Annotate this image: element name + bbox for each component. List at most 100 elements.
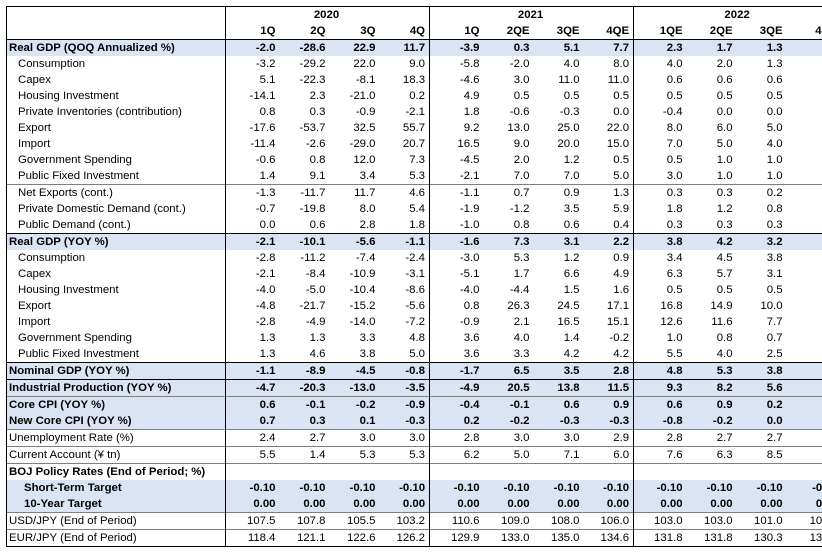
value-cell: 8.0 (583, 56, 635, 72)
value-cell: 15.1 (583, 314, 635, 330)
value-cell: 109.0 (483, 512, 534, 530)
value-cell: -1.6 (429, 233, 484, 250)
value-cell: 2.8 (633, 429, 687, 447)
value-cell: 134.6 (583, 529, 635, 547)
value-cell: 103.0 (633, 512, 687, 530)
value-cell: 10.0 (760, 299, 783, 312)
value-cell: 12.0 (353, 153, 376, 166)
row-label: EUR/JPY (End of Period) (6, 529, 226, 547)
value-cell: 0.9 (786, 330, 822, 346)
table-row: Housing Investment -4.0 -5.0 -10.4 -8.6 -4.0 -… (6, 282, 822, 298)
row-label: Housing Investment (6, 88, 226, 104)
value-cell: 2.3 (309, 89, 326, 102)
value-cell: 0.6 (786, 56, 822, 72)
value-cell: 0.00 (329, 496, 380, 513)
value-cell: 1.0 (766, 169, 783, 182)
value-cell: 20.5 (483, 379, 534, 397)
value-cell: -1.3 (225, 184, 280, 201)
row-label: Current Account (¥ tn) (6, 446, 226, 464)
value-cell: -7.2 (379, 314, 431, 330)
value-cell: -21.0 (349, 89, 376, 102)
value-cell: 0.1 (329, 413, 380, 430)
value-cell: -2.0 (225, 39, 280, 56)
value-cell: -22.3 (299, 73, 326, 86)
value-cell: 0.3 (716, 218, 733, 231)
value-cell (583, 463, 635, 480)
table-row: BOJ Policy Rates (End of Period; %) (6, 463, 822, 480)
value-cell: 1.0 (716, 169, 733, 182)
table-row: Consumption -3.2 -29.2 22.0 9.0 -5.8 -2.0 4.0 8.… (6, 56, 822, 72)
value-cell: -4.9 (305, 315, 326, 328)
value-cell: -0.1 (279, 396, 330, 413)
quarter-header-row: 1Q 2Q 3Q 4Q 1Q 2QE 3QE 4QE 1QE 2QE 3QE 4… (6, 23, 822, 40)
row-label: Import (6, 136, 226, 152)
table-row: Real GDP (QOQ Annualized %) -2.0 -28.6 22.9… (6, 39, 822, 56)
quarter-header: 2QE (709, 24, 733, 37)
value-cell: 0.00 (633, 496, 687, 513)
value-cell: 0.3 (633, 184, 687, 201)
table-row: Public Fixed Investment 1.4 9.1 3.4 5.3 -2.1 7… (6, 168, 822, 185)
value-cell: 1.7 (686, 39, 737, 56)
value-cell (786, 463, 822, 480)
value-cell: 3.1 (766, 267, 783, 280)
value-cell: 2.9 (583, 429, 635, 447)
value-cell: 2.7 (686, 429, 737, 447)
value-cell: 5.0 (483, 446, 534, 464)
value-cell: 0.3 (686, 184, 737, 201)
value-cell: 0.0 (766, 105, 783, 118)
year-header-2020: 2020 (225, 6, 431, 23)
table-row: Real GDP (YOY %) -2.1 -10.1 -5.6 -1.1 -1.6 7.3… (6, 233, 822, 250)
value-cell: -2.8 (255, 315, 276, 328)
value-cell: 130.0 (786, 529, 822, 547)
value-cell: 110.6 (429, 512, 484, 530)
value-cell: 0.8 (716, 331, 733, 344)
table-row: Nominal GDP (YOY %) -1.1 -8.9 -4.5 -0.8 -1.7 6… (6, 362, 822, 380)
forecast-table: 2020 2021 2022 1Q 2Q 3Q 4Q 1Q 2QE 3QE 4Q… (6, 6, 822, 547)
value-cell: 4.0 (513, 331, 530, 344)
value-cell: -3.0 (459, 251, 480, 264)
value-cell: -17.6 (249, 121, 276, 134)
quarter-header: 2QE (506, 24, 530, 37)
value-cell: 0.7 (766, 331, 783, 344)
value-cell: 3.0 (513, 73, 530, 86)
value-cell: 4.2 (583, 346, 635, 363)
value-cell: 9.0 (513, 137, 530, 150)
value-cell: -5.8 (459, 57, 480, 70)
value-cell: -1.7 (429, 362, 484, 380)
quarter-header: 3Q (360, 24, 376, 37)
value-cell: 6.2 (429, 446, 484, 464)
value-cell: 3.6 (463, 331, 480, 344)
value-cell: 6.3 (666, 267, 683, 280)
value-cell: 0.5 (666, 153, 683, 166)
value-cell: -0.7 (255, 202, 276, 215)
value-cell: 4.6 (379, 184, 431, 201)
value-cell: 103.0 (686, 512, 737, 530)
value-cell: -0.10 (379, 480, 431, 496)
corner-cell (6, 6, 226, 23)
value-cell: -28.6 (279, 39, 330, 56)
value-cell: 135.0 (533, 529, 584, 547)
value-cell (736, 463, 787, 480)
value-cell: -0.2 (686, 413, 737, 430)
quarter-header: 1QE (659, 24, 683, 37)
value-cell: -3.9 (429, 39, 484, 56)
value-cell: 11.7 (329, 184, 380, 201)
row-label: Government Spending (6, 152, 226, 168)
value-cell (379, 463, 431, 480)
value-cell: 0.9 (533, 184, 584, 201)
value-cell: 0.2 (429, 413, 484, 430)
table-row: New Core CPI (YOY %) 0.7 0.3 0.1 -0.3 0.2 -0.2… (6, 413, 822, 430)
value-cell: 5.7 (716, 267, 733, 280)
value-cell: -11.7 (279, 184, 330, 201)
value-cell: 1.3 (309, 331, 326, 344)
value-cell: 5.9 (583, 201, 635, 217)
value-cell: 2.0 (513, 153, 530, 166)
quarter-header: 1Q (464, 24, 480, 37)
value-cell: 3.0 (329, 429, 380, 447)
value-cell: 108.0 (533, 512, 584, 530)
row-label: Consumption (6, 56, 226, 72)
value-cell: 0.8 (309, 153, 326, 166)
value-cell: 0.0 (583, 104, 635, 120)
value-cell: 0.5 (583, 152, 635, 168)
table-body: Real GDP (QOQ Annualized %) -2.0 -28.6 22.9… (6, 39, 822, 547)
